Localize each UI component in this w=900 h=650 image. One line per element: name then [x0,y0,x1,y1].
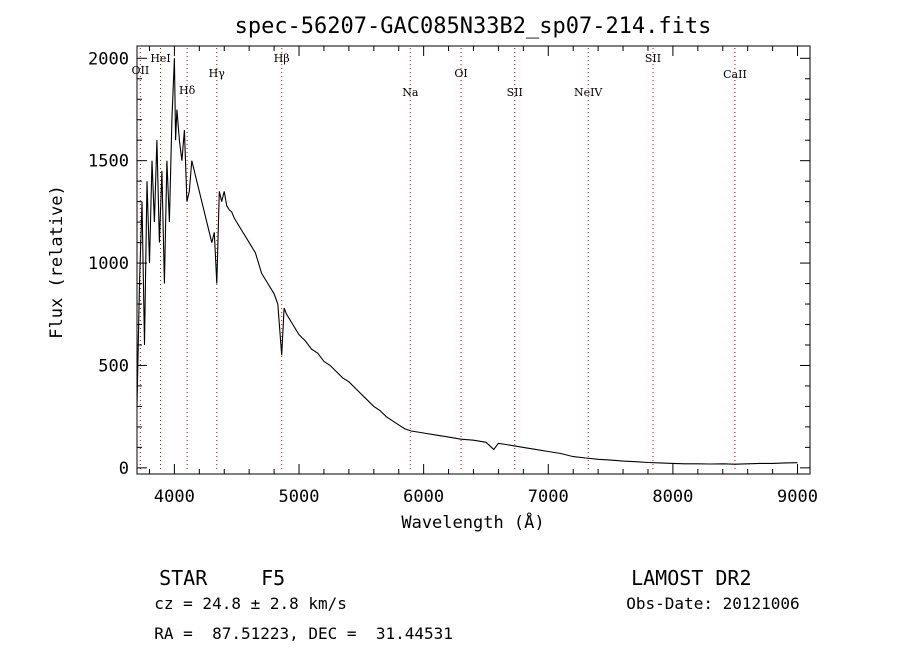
y-tick-label: 500 [98,356,129,376]
spectral-line-markers [139,48,736,472]
spectral-line-label: NeIV [574,86,603,99]
spectral-line-label: CaII [723,68,747,81]
spectral-line-label: Hγ [209,67,226,80]
y-tick-label: 2000 [88,49,129,69]
object-class-text: STAR [159,566,208,590]
survey-name: LAMOST DR2 [607,542,752,590]
x-tick-label: 4000 [154,487,195,507]
x-axis-ticks: 4000 5000 6000 7000 8000 9000 [148,46,818,507]
y-tick-label: 1500 [88,152,129,172]
spectral-line-label: SII [645,52,661,65]
object-class: STAR [135,542,207,590]
object-subclass: F5 [237,542,285,590]
x-tick-label: 5000 [279,487,320,507]
x-tick-label: 9000 [777,487,818,507]
chart-title: spec-56207-GAC085N33B2_sp07-214.fits [235,14,712,39]
x-axis-label: Wavelength (Å) [401,511,544,533]
redshift-info: cz = 24.8 ± 2.8 km/s [135,575,347,613]
spectral-line-label: Na [402,86,419,99]
y-tick-label: 1000 [88,254,129,274]
plot-frame [136,45,811,475]
obs-date-text: Obs-Date: 20121006 [626,594,800,613]
y-tick-label: 0 [119,459,129,479]
survey-name-text: LAMOST DR2 [631,566,752,590]
object-subclass-text: F5 [261,566,286,590]
x-tick-label: 7000 [528,487,569,507]
spectral-line-label: Hδ [179,84,196,97]
spectral-line-label: OII [132,64,150,77]
coordinates-text: RA = 87.51223, DEC = 31.44531 [154,624,453,643]
spectral-line-label: OI [454,67,467,80]
y-axis-label: Flux (relative) [47,185,67,339]
x-tick-label: 8000 [652,487,693,507]
spectrum-line [136,58,798,465]
spectral-line-label: Hβ [274,52,290,65]
x-tick-label: 6000 [403,487,444,507]
redshift-text: cz = 24.8 ± 2.8 km/s [154,594,347,613]
coordinates: RA = 87.51223, DEC = 31.44531 [135,605,453,643]
y-axis-ticks: 0 500 1000 1500 2000 [88,49,810,479]
spectral-line-label: HeI [150,52,170,65]
spectral-line-label: SII [507,86,523,99]
obs-date: Obs-Date: 20121006 [607,575,800,613]
